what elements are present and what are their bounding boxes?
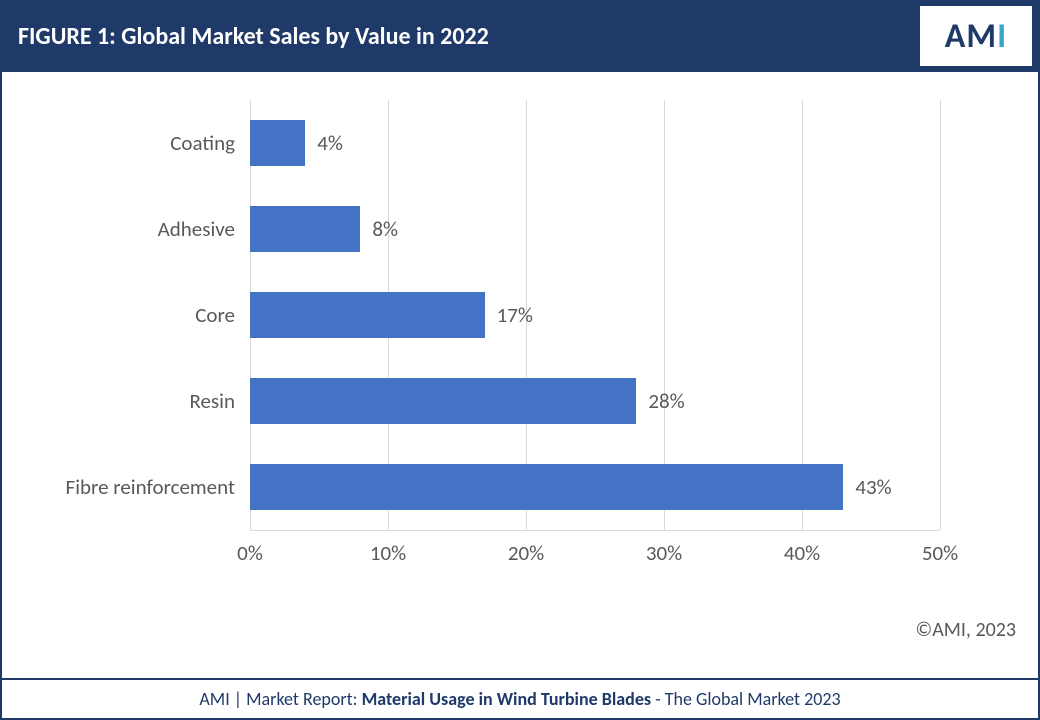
logo-letter-m: M [966,16,997,57]
footer-bold: Material Usage in Wind Turbine Blades [362,688,652,710]
bar-value-label: 4% [305,120,343,166]
figure-title: FIGURE 1: Global Market Sales by Value i… [18,22,489,51]
x-tick-label: 0% [237,540,263,566]
bar [250,206,360,252]
x-tick-label: 50% [922,540,958,566]
logo-letter-i: I [997,16,1007,57]
bar-value-label: 8% [360,206,398,252]
bar-value-label: 28% [636,378,684,424]
bar [250,120,305,166]
plot-area: 4% 8% 17% 28% 43% [250,100,940,530]
x-tick-label: 40% [784,540,820,566]
bar [250,378,636,424]
logo: AMI [920,6,1032,66]
x-tick-label: 10% [370,540,406,566]
bar-value-label: 43% [843,464,891,510]
bar [250,292,485,338]
footer-suffix: - The Global Market 2023 [651,688,841,710]
category-label: Fibre reinforcement [0,464,235,510]
chart: 4%8%17%28%43% 0%10%20%30%40%50%CoatingAd… [250,100,940,580]
x-axis [250,530,940,531]
x-tick-label: 20% [508,540,544,566]
bar-value-label: 17% [485,292,533,338]
bar [250,464,843,510]
copyright: ©AMI, 2023 [916,618,1016,642]
header-bar: FIGURE 1: Global Market Sales by Value i… [0,0,1040,72]
category-label: Core [0,292,235,338]
gridline [940,100,941,530]
logo-letter-a: A [945,16,967,57]
category-label: Coating [0,120,235,166]
footer-prefix: AMI | Market Report: [199,688,361,710]
footer-text: AMI | Market Report: Material Usage in W… [199,688,840,710]
footer-bar: AMI | Market Report: Material Usage in W… [2,678,1038,718]
category-label: Adhesive [0,206,235,252]
x-tick-label: 30% [646,540,682,566]
category-label: Resin [0,378,235,424]
